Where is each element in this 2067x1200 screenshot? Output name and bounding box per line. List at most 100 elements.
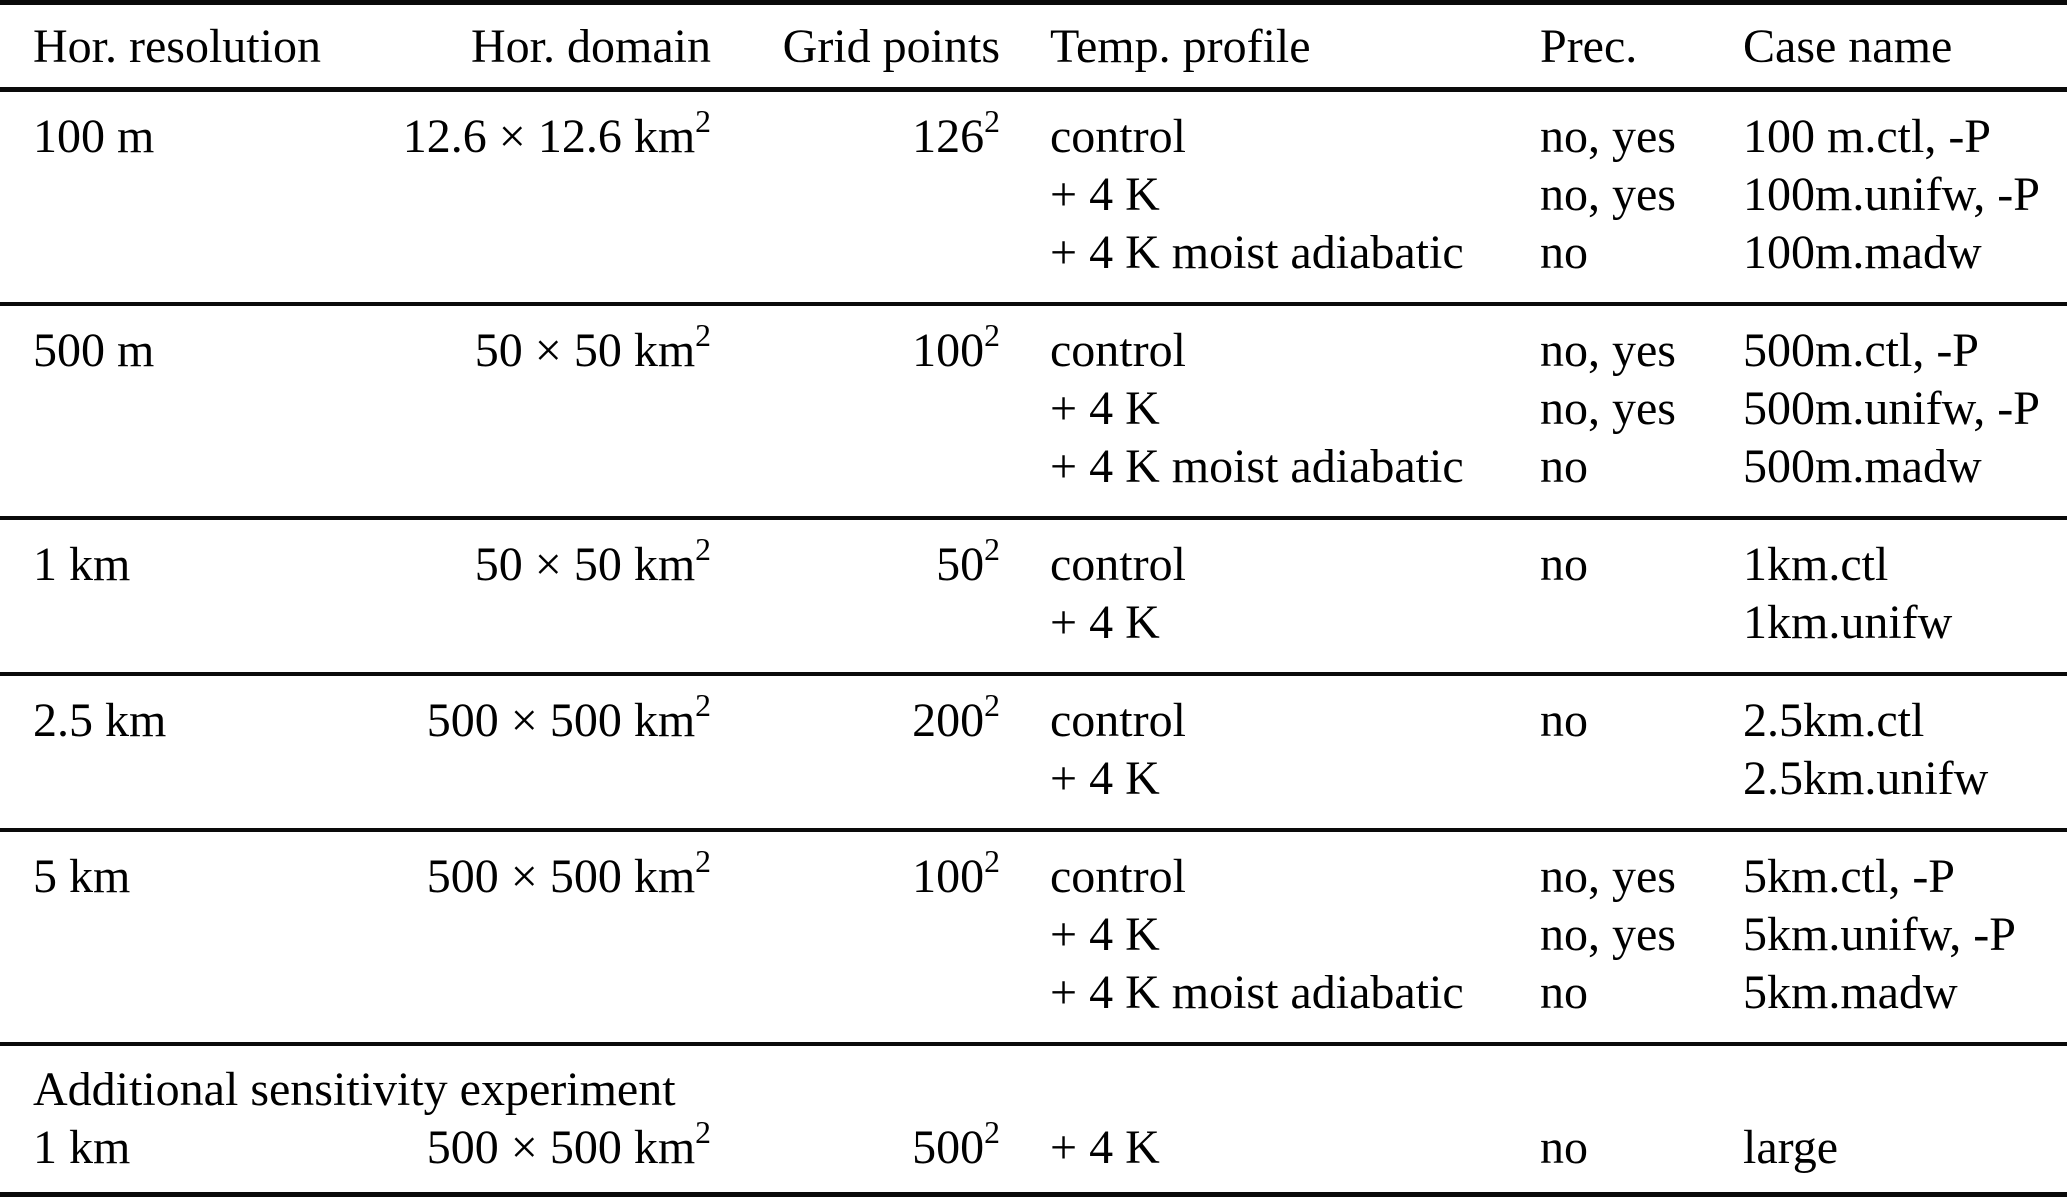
row-group-500m: 500 m 50 × 50 km2 1002 control no, yes 5…: [0, 306, 2067, 516]
cell-temp-profile: control: [1050, 324, 1186, 377]
cell-grid-points: 1002: [711, 320, 1000, 380]
grid-exponent: 2: [984, 531, 1000, 567]
table-row: + 4 K 1km.unifw: [0, 594, 2067, 652]
cell-prec: no, yes: [1540, 168, 1676, 221]
cell-grid-points: 2002: [711, 690, 1000, 750]
cell-temp-profile: + 4 K: [1050, 382, 1160, 435]
cell-resolution: 1 km: [33, 538, 131, 591]
table-row: + 4 K moist adiabatic no 5km.madw: [0, 964, 2067, 1022]
cell-domain: 500 × 500 km2: [333, 1117, 711, 1177]
cell-temp-profile: control: [1050, 538, 1186, 591]
table-header-row: Hor. resolution Hor. domain Grid points …: [0, 5, 2067, 87]
domain-value: 500 × 500 km: [426, 694, 696, 747]
group-divider-rule: [0, 828, 2067, 832]
cell-prec: no, yes: [1540, 110, 1676, 163]
cell-grid-points: 1262: [711, 106, 1000, 166]
cell-grid-points: 502: [711, 534, 1000, 594]
cell-domain: 50 × 50 km2: [333, 320, 711, 380]
table-row: + 4 K no, yes 100m.unifw, -P: [0, 166, 2067, 224]
cell-prec: [1540, 750, 1743, 808]
table-row: 1 km 50 × 50 km2 502 control no 1km.ctl: [0, 534, 2067, 594]
cell-temp-profile: control: [1050, 110, 1186, 163]
table-row: 2.5 km 500 × 500 km2 2002 control no 2.5…: [0, 690, 2067, 750]
table-row: 500 m 50 × 50 km2 1002 control no, yes 5…: [0, 320, 2067, 380]
grid-exponent: 2: [984, 843, 1000, 879]
cell-case-name: 500m.ctl, -P: [1743, 324, 1979, 377]
grid-value: 100: [912, 324, 985, 377]
cell-case-name: 100m.madw: [1743, 226, 1982, 279]
cell-grid-points: 5002: [711, 1117, 1000, 1177]
cell-case-name: 2.5km.unifw: [1743, 752, 1989, 805]
table-row: 5 km 500 × 500 km2 1002 control no, yes …: [0, 846, 2067, 906]
row-group-100m: 100 m 12.6 × 12.6 km2 1262 control no, y…: [0, 92, 2067, 302]
grid-exponent: 2: [984, 317, 1000, 353]
cell-case-name: 2.5km.ctl: [1743, 694, 1925, 747]
cell-temp-profile: + 4 K: [1050, 1121, 1160, 1174]
cell-temp-profile: + 4 K moist adiabatic: [1050, 966, 1464, 1019]
row-group-1km: 1 km 50 × 50 km2 502 control no 1km.ctl …: [0, 520, 2067, 672]
header-hor-domain: Hor. domain: [471, 19, 711, 73]
row-group-5km: 5 km 500 × 500 km2 1002 control no, yes …: [0, 832, 2067, 1042]
cell-prec: no: [1540, 1121, 1588, 1174]
bottom-margin: [0, 1197, 2067, 1200]
domain-exponent: 2: [695, 1114, 711, 1150]
domain-value: 12.6 × 12.6 km: [402, 110, 696, 163]
table-row: 1 km 500 × 500 km2 5002 + 4 K no large: [0, 1117, 2067, 1177]
cell-domain: 50 × 50 km2: [333, 534, 711, 594]
cell-case-name: 1km.unifw: [1743, 596, 1953, 649]
cell-resolution: 5 km: [33, 850, 131, 903]
header-temp-profile: Temp. profile: [1050, 19, 1311, 73]
cell-temp-profile: control: [1050, 850, 1186, 903]
group-divider-rule: [0, 302, 2067, 306]
cell-prec: no: [1540, 440, 1588, 493]
grid-value: 500: [912, 1121, 985, 1174]
cell-case-name: 500m.unifw, -P: [1743, 382, 2040, 435]
cell-case-name: 100m.unifw, -P: [1743, 168, 2040, 221]
cell-resolution: 1 km: [33, 1121, 131, 1174]
domain-value: 500 × 500 km: [426, 850, 696, 903]
cell-prec: no, yes: [1540, 908, 1676, 961]
domain-exponent: 2: [695, 317, 711, 353]
cell-prec: no: [1540, 966, 1588, 1019]
cell-temp-profile: + 4 K: [1050, 908, 1160, 961]
row-group-2-5km: 2.5 km 500 × 500 km2 2002 control no 2.5…: [0, 676, 2067, 828]
cell-temp-profile: + 4 K: [1050, 752, 1160, 805]
cell-case-name: 5km.madw: [1743, 966, 1958, 1019]
cell-prec: no, yes: [1540, 850, 1676, 903]
cell-case-name: 5km.unifw, -P: [1743, 908, 2016, 961]
group-divider-rule: [0, 672, 2067, 676]
cell-domain: 12.6 × 12.6 km2: [333, 106, 711, 166]
grid-exponent: 2: [984, 103, 1000, 139]
cell-case-name: large: [1743, 1121, 1839, 1174]
cell-prec: no, yes: [1540, 324, 1676, 377]
cell-temp-profile: + 4 K: [1050, 168, 1160, 221]
sensitivity-section-label: Additional sensitivity experiment: [33, 1063, 676, 1116]
cell-domain: 500 × 500 km2: [333, 846, 711, 906]
grid-exponent: 2: [984, 1114, 1000, 1150]
cell-temp-profile: + 4 K moist adiabatic: [1050, 226, 1464, 279]
cell-domain: 500 × 500 km2: [333, 690, 711, 750]
header-case-name: Case name: [1743, 19, 1953, 73]
cell-grid-points: 1002: [711, 846, 1000, 906]
grid-value: 100: [912, 850, 985, 903]
sensitivity-section: Additional sensitivity experiment 1 km 5…: [0, 1046, 2067, 1192]
cell-case-name: 500m.madw: [1743, 440, 1982, 493]
domain-value: 50 × 50 km: [474, 324, 696, 377]
domain-exponent: 2: [695, 103, 711, 139]
domain-exponent: 2: [695, 531, 711, 567]
cell-temp-profile: + 4 K moist adiabatic: [1050, 440, 1464, 493]
domain-value: 50 × 50 km: [474, 538, 696, 591]
cell-prec: no, yes: [1540, 382, 1676, 435]
cell-resolution: 2.5 km: [33, 694, 167, 747]
header-hor-resolution: Hor. resolution: [33, 19, 321, 73]
domain-exponent: 2: [695, 843, 711, 879]
table-row: + 4 K moist adiabatic no 500m.madw: [0, 438, 2067, 496]
grid-exponent: 2: [984, 687, 1000, 723]
header-prec: Prec.: [1540, 19, 1638, 73]
table-row: 100 m 12.6 × 12.6 km2 1262 control no, y…: [0, 106, 2067, 166]
group-divider-rule: [0, 1042, 2067, 1046]
domain-exponent: 2: [695, 687, 711, 723]
grid-value: 200: [912, 694, 985, 747]
top-rule: [0, 0, 2067, 5]
